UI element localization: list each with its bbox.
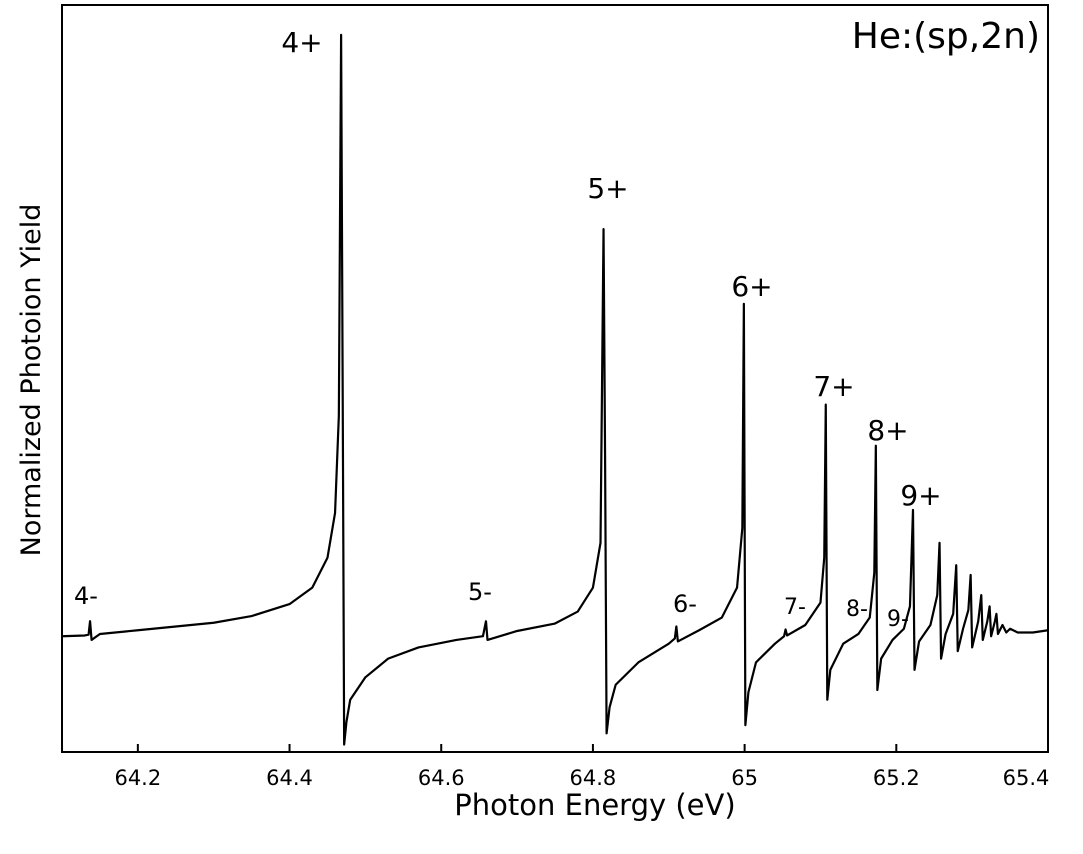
x-tick-label: 64.8	[570, 766, 617, 790]
plot-frame	[61, 4, 1049, 753]
x-tick-label: 64.2	[114, 766, 161, 790]
peak-label: 4+	[281, 26, 322, 59]
chart-title: He:(sp,2n)	[852, 16, 1040, 57]
peak-label: 6-	[673, 590, 697, 618]
x-tick-label: 65.2	[873, 766, 920, 790]
peak-label: 7+	[813, 370, 854, 403]
peak-label: 9+	[900, 479, 941, 512]
x-tick-label: 65.4	[1003, 766, 1050, 790]
peak-label: 5+	[587, 172, 628, 205]
peak-label: 4-	[74, 582, 98, 610]
x-tick-label: 65	[731, 766, 758, 790]
peak-label: 6+	[731, 270, 772, 303]
spectrum-line	[61, 33, 1049, 746]
x-tick-label: 64.4	[266, 766, 313, 790]
peak-label: 8-	[846, 597, 868, 622]
peak-label: 9-	[887, 607, 909, 632]
x-tick-label: 64.6	[418, 766, 465, 790]
y-axis-label: Normalized Photoion Yield	[16, 204, 47, 557]
peak-label: 5-	[468, 578, 492, 606]
peak-label: 7-	[784, 595, 806, 620]
peak-label: 8+	[867, 414, 908, 447]
x-axis-label: Photon Energy (eV)	[454, 788, 735, 822]
